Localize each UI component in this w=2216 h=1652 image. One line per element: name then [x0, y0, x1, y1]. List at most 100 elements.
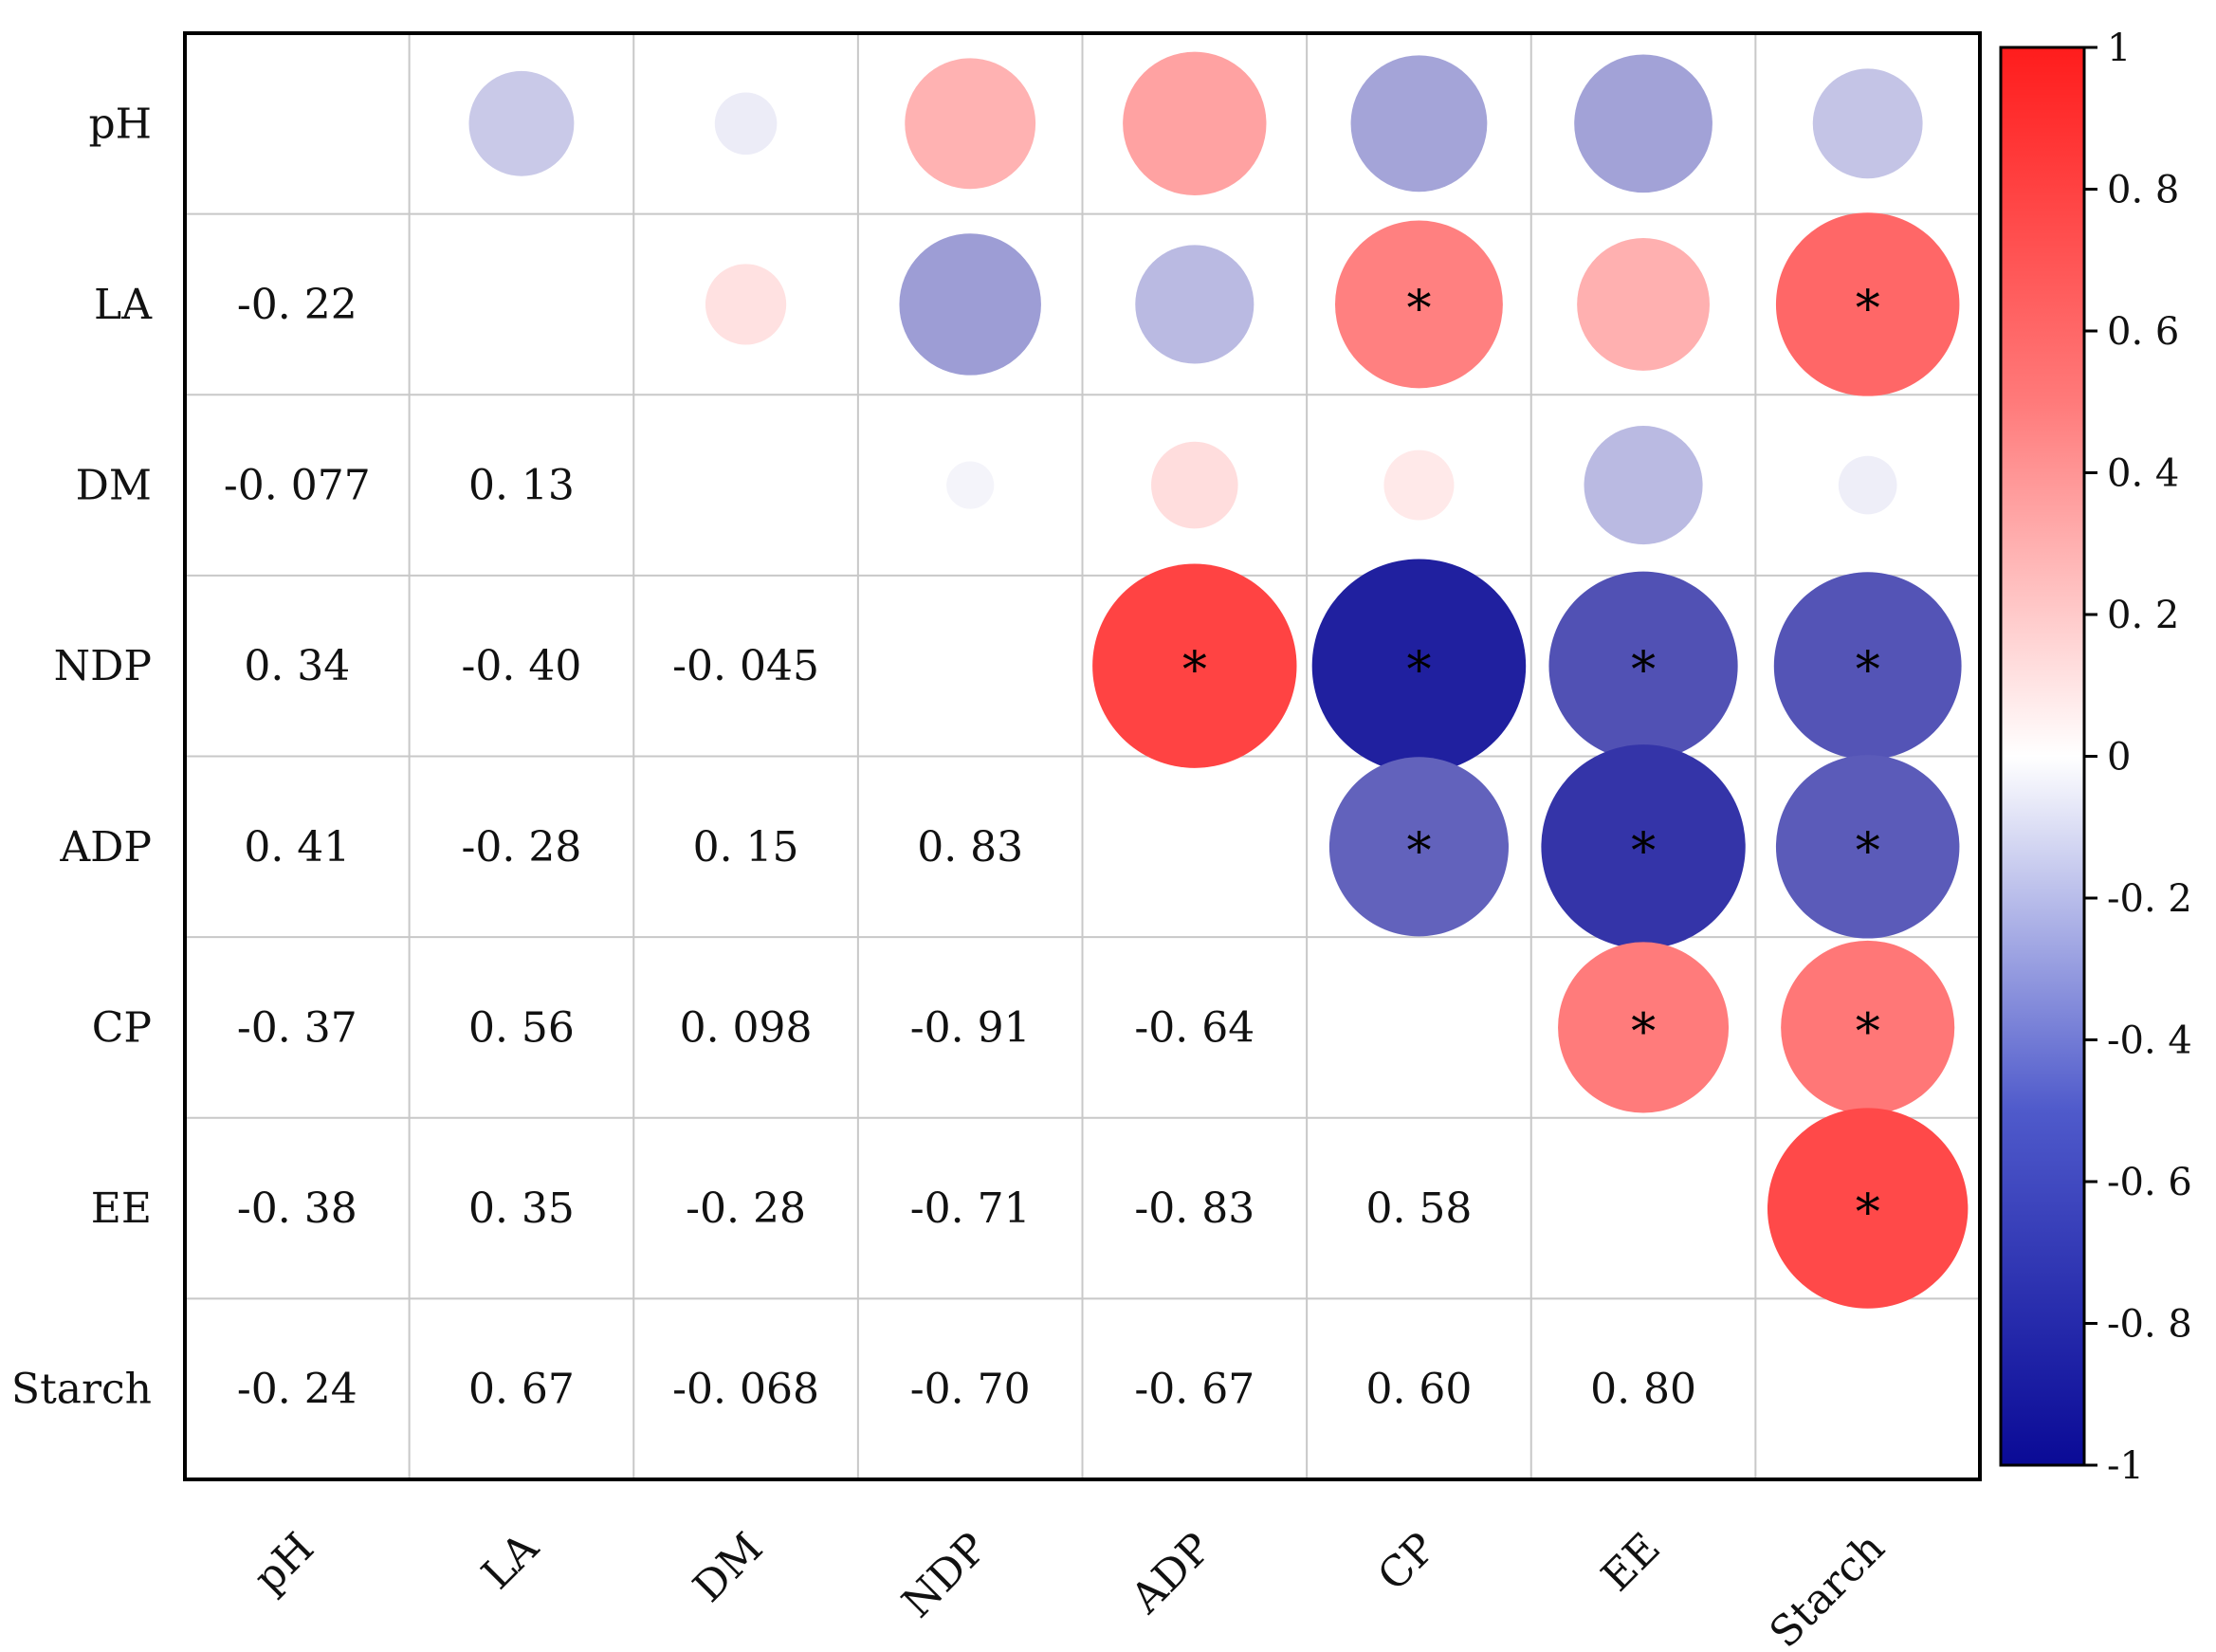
- significance-markers: * * * * * * * * * * * *: [1182, 281, 1880, 1241]
- x-axis-label: CP: [1368, 1524, 1445, 1601]
- colorbar-tick-label: 0. 2: [2107, 594, 2179, 637]
- x-axis-label: EE: [1592, 1524, 1669, 1601]
- significance-star: *: [1631, 642, 1656, 699]
- correlation-circle: [705, 264, 787, 345]
- correlation-value: 0. 56: [468, 1003, 575, 1052]
- x-axis-label: ADP: [1121, 1524, 1220, 1624]
- correlation-circle: [1558, 942, 1730, 1113]
- correlation-circle: [468, 70, 575, 176]
- significance-star: *: [1856, 281, 1880, 338]
- correlation-value: -0. 40: [462, 642, 582, 690]
- x-axis-label: NDP: [893, 1524, 997, 1627]
- correlation-value: -0. 068: [672, 1366, 819, 1414]
- y-axis-label: pH: [88, 100, 152, 148]
- correlation-value: 0. 41: [244, 823, 350, 872]
- significance-star: *: [1856, 823, 1880, 880]
- correlation-circle: [905, 58, 1036, 190]
- y-axis-label: Starch: [11, 1366, 152, 1414]
- correlation-value: 0. 13: [468, 462, 575, 510]
- correlation-value: 0. 58: [1365, 1184, 1472, 1233]
- correlation-value: -0. 045: [672, 642, 819, 690]
- significance-star: *: [1406, 823, 1431, 880]
- colorbar-gradient: [1999, 46, 2086, 1467]
- correlation-values: -0. 22 -0. 077 0. 13 0. 34 -0. 40 -0. 045 0. 4…: [224, 281, 1696, 1414]
- correlation-circle: [946, 461, 995, 509]
- correlation-value: -0. 70: [910, 1366, 1031, 1414]
- colorbar-tick-label: 0. 4: [2107, 452, 2179, 496]
- correlation-circle: [1350, 55, 1488, 193]
- correlation-value: 0. 80: [1590, 1366, 1696, 1414]
- correlation-value: -0. 67: [1134, 1366, 1255, 1414]
- correlation-value: -0. 077: [224, 462, 371, 510]
- correlation-value: -0. 91: [910, 1003, 1031, 1052]
- colorbar-tick-label: 1: [2107, 27, 2131, 70]
- correlation-value: -0. 24: [237, 1366, 357, 1414]
- correlation-circle: [1135, 245, 1255, 364]
- correlation-circle: [1775, 755, 1960, 939]
- plot-frame: [183, 31, 1982, 1481]
- correlation-circle: [1767, 1108, 1969, 1309]
- grid-lines: [185, 33, 1980, 1479]
- correlation-circles: [468, 51, 1969, 1309]
- colorbar-tick-label: -0. 6: [2107, 1161, 2192, 1204]
- colorbar-tick-label: -1: [2107, 1444, 2144, 1488]
- significance-star: *: [1406, 281, 1431, 338]
- colorbar-tick-label: 0: [2107, 736, 2131, 780]
- colorbar: 1 0. 8 0. 6 0. 4 0. 2 0 -0. 2 -0. 4 -0. 6 -0. 8 -1: [1999, 27, 2192, 1488]
- significance-star: *: [1406, 642, 1431, 699]
- y-axis-label: ADP: [59, 823, 152, 872]
- colorbar-tick-label: -0. 8: [2107, 1303, 2192, 1347]
- significance-star: *: [1182, 642, 1207, 699]
- correlation-value: 0. 60: [1365, 1366, 1472, 1414]
- correlation-value: -0. 37: [237, 1003, 357, 1052]
- correlation-circle: [1151, 441, 1238, 529]
- correlation-value: 0. 67: [468, 1366, 575, 1414]
- correlation-value: -0. 71: [910, 1184, 1031, 1233]
- correlation-value: -0. 83: [1134, 1184, 1255, 1233]
- correlation-circle: [1584, 426, 1703, 545]
- correlation-circle: [714, 92, 778, 156]
- correlation-circle: [1311, 559, 1527, 773]
- colorbar-tick-label: 0. 6: [2107, 310, 2179, 354]
- correlation-value: -0. 28: [686, 1184, 806, 1233]
- x-axis-label: LA: [473, 1523, 549, 1599]
- y-axis-label: EE: [91, 1184, 152, 1233]
- x-axis-label: DM: [684, 1524, 772, 1612]
- y-axis-label: NDP: [54, 642, 152, 690]
- y-axis-label: LA: [94, 281, 153, 329]
- y-axis-label: DM: [76, 462, 152, 510]
- correlation-circle: [1123, 51, 1267, 195]
- correlation-value: -0. 38: [237, 1184, 357, 1233]
- correlation-value: -0. 28: [462, 823, 582, 872]
- correlation-value: 0. 15: [693, 823, 799, 872]
- correlation-circle: [1092, 563, 1297, 768]
- correlation-value: 0. 35: [468, 1184, 575, 1233]
- colorbar-tick-label: -0. 4: [2107, 1019, 2192, 1063]
- correlation-circle: [899, 233, 1041, 376]
- x-axis-label: pH: [245, 1524, 323, 1603]
- correlation-circle: [1577, 238, 1710, 371]
- correlation-value: 0. 83: [917, 823, 1023, 872]
- correlation-circle: [1334, 220, 1503, 389]
- correlation-circle: [1383, 450, 1455, 521]
- significance-star: *: [1856, 642, 1880, 699]
- x-axis-label: Starch: [1761, 1524, 1895, 1652]
- significance-star: *: [1856, 1184, 1880, 1241]
- correlation-value: -0. 64: [1134, 1003, 1255, 1052]
- colorbar-tick-label: -0. 2: [2107, 877, 2192, 921]
- correlation-circle: [1548, 571, 1738, 761]
- significance-star: *: [1631, 1003, 1656, 1060]
- correlation-value: 0. 098: [680, 1003, 813, 1052]
- correlation-circle: [1773, 572, 1962, 761]
- correlation-value: 0. 34: [244, 642, 350, 690]
- correlation-circle: [1328, 757, 1509, 937]
- correlation-circle: [1574, 54, 1712, 193]
- colorbar-tick-label: 0. 8: [2107, 169, 2179, 212]
- correlation-circle: [1541, 744, 1746, 949]
- significance-star: *: [1631, 823, 1656, 880]
- y-axis-label: CP: [92, 1003, 152, 1052]
- correlation-value: -0. 22: [237, 281, 357, 329]
- significance-star: *: [1856, 1003, 1880, 1060]
- correlation-circle: [1812, 68, 1923, 179]
